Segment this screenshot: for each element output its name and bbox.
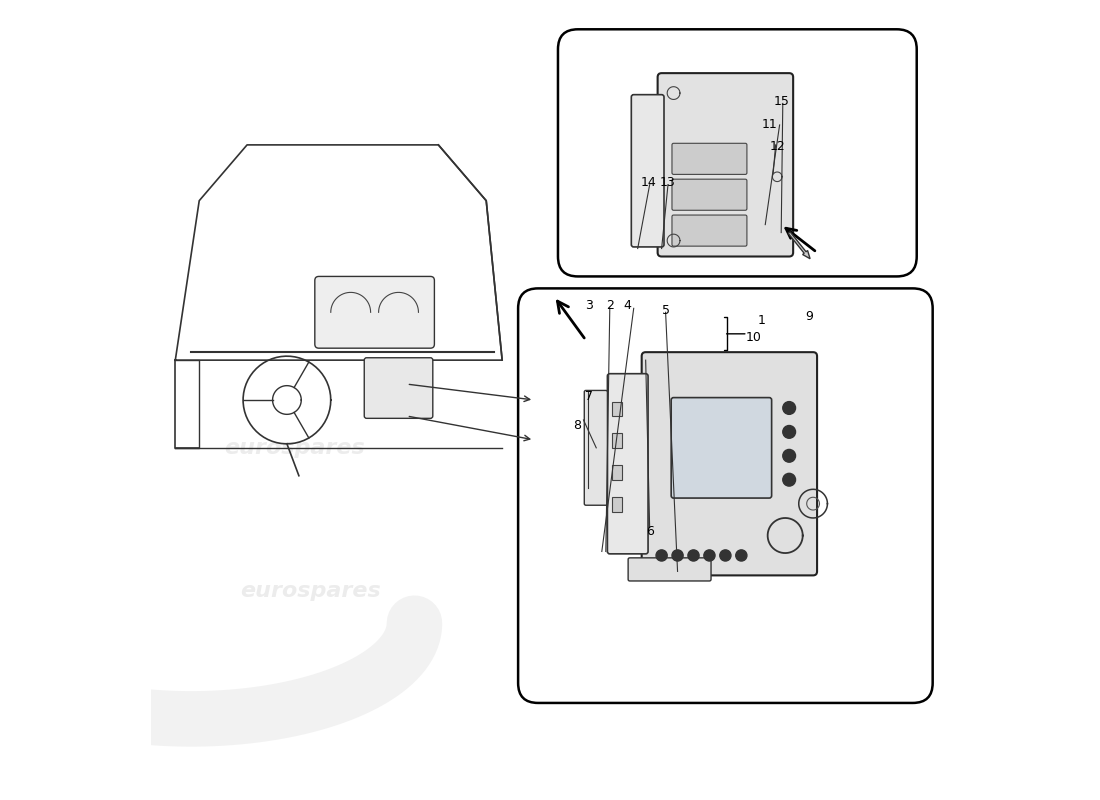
- Circle shape: [783, 450, 795, 462]
- Circle shape: [736, 550, 747, 561]
- FancyBboxPatch shape: [315, 277, 434, 348]
- FancyBboxPatch shape: [628, 558, 711, 581]
- FancyBboxPatch shape: [672, 215, 747, 246]
- Circle shape: [783, 474, 795, 486]
- FancyBboxPatch shape: [671, 398, 771, 498]
- Text: 10: 10: [746, 331, 761, 344]
- Circle shape: [672, 550, 683, 561]
- Circle shape: [656, 550, 668, 561]
- FancyBboxPatch shape: [641, 352, 817, 575]
- Circle shape: [688, 550, 700, 561]
- Text: 5: 5: [661, 304, 670, 318]
- FancyBboxPatch shape: [658, 73, 793, 257]
- Bar: [613, 402, 621, 416]
- FancyBboxPatch shape: [631, 94, 664, 247]
- Circle shape: [783, 426, 795, 438]
- FancyBboxPatch shape: [672, 179, 747, 210]
- Text: 1: 1: [757, 314, 766, 326]
- FancyBboxPatch shape: [607, 374, 648, 554]
- FancyArrow shape: [789, 232, 810, 258]
- Text: 8: 8: [573, 419, 581, 432]
- Text: eurospares: eurospares: [689, 176, 794, 194]
- Text: 13: 13: [659, 176, 675, 189]
- Text: eurospares: eurospares: [241, 582, 382, 602]
- Text: 6: 6: [646, 525, 653, 538]
- Circle shape: [719, 550, 732, 561]
- FancyBboxPatch shape: [364, 358, 432, 418]
- FancyBboxPatch shape: [584, 390, 607, 506]
- Bar: [613, 498, 621, 512]
- FancyBboxPatch shape: [672, 143, 747, 174]
- Text: 4: 4: [624, 299, 631, 313]
- Text: eurospares: eurospares: [224, 438, 365, 458]
- Text: 7: 7: [585, 390, 593, 402]
- Bar: [613, 434, 621, 448]
- Bar: [613, 466, 621, 480]
- Circle shape: [704, 550, 715, 561]
- Text: 9: 9: [805, 310, 813, 322]
- Text: eurospares: eurospares: [672, 486, 795, 505]
- Text: 2: 2: [606, 299, 614, 313]
- Text: 12: 12: [769, 140, 785, 153]
- Text: 14: 14: [640, 176, 656, 189]
- Text: 11: 11: [761, 118, 777, 131]
- Text: 15: 15: [773, 95, 789, 108]
- Circle shape: [783, 402, 795, 414]
- Text: 3: 3: [585, 299, 593, 313]
